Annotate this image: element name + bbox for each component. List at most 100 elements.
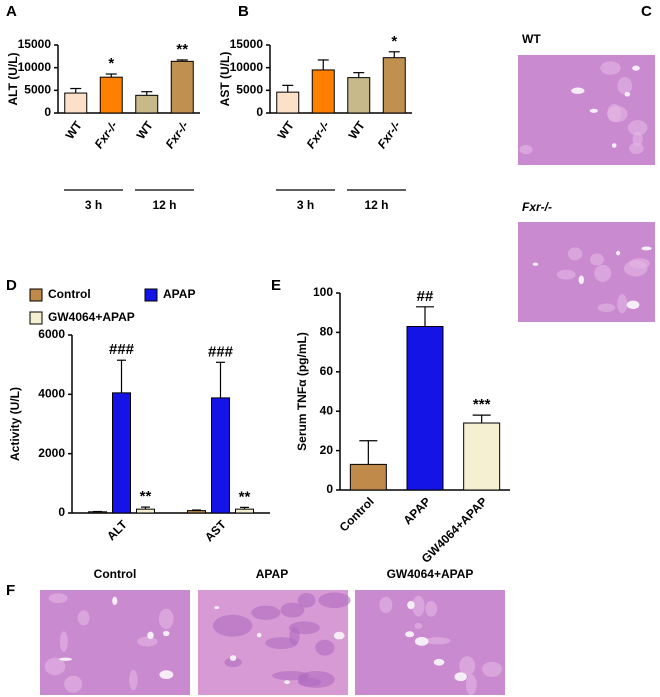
vessel <box>624 91 631 97</box>
panel-letter: C <box>641 3 652 20</box>
panel-letter: A <box>6 3 17 20</box>
image-label: WT <box>522 32 541 46</box>
vessel <box>641 246 652 251</box>
x-tick-label: ALT <box>104 517 130 543</box>
group-label: 3 h <box>85 198 102 212</box>
bar <box>99 76 123 114</box>
tissue-texture <box>251 605 281 620</box>
tissue-texture <box>59 631 68 652</box>
tissue-texture <box>129 669 138 691</box>
legend-label: GW4064+APAP <box>48 310 135 324</box>
panel-letter: B <box>238 3 249 20</box>
vessel <box>229 655 237 661</box>
y-tick-label: 80 <box>320 325 334 339</box>
annotation: ** <box>176 41 188 58</box>
annotation: * <box>391 33 397 50</box>
vessel <box>616 250 621 256</box>
vessel <box>433 658 445 666</box>
vessel <box>532 262 539 266</box>
tissue-texture <box>519 144 533 155</box>
x-tick-label: Control <box>337 494 377 534</box>
vessel <box>59 657 72 661</box>
tissue-texture <box>212 614 253 637</box>
legend-swatch <box>29 288 43 302</box>
tissue-texture <box>297 592 316 608</box>
x-tick-label: WT <box>63 118 86 142</box>
bar <box>349 463 387 491</box>
vessel <box>626 300 640 310</box>
legend-label: APAP <box>163 287 195 301</box>
tissue-texture <box>414 622 423 630</box>
tissue-texture <box>318 592 351 609</box>
bar <box>187 510 206 514</box>
vessel <box>578 275 584 285</box>
tissue-texture <box>224 657 242 668</box>
image-label: APAP <box>256 567 288 581</box>
annotation: ## <box>417 288 434 305</box>
tissue-texture <box>627 120 648 136</box>
tissue-texture <box>567 247 583 261</box>
y-tick-label: 5000 <box>24 83 51 97</box>
bar <box>406 325 444 491</box>
vessel <box>414 636 429 646</box>
annotation: * <box>108 55 114 72</box>
x-tick-label: APAP <box>401 494 434 527</box>
tissue-texture <box>48 593 68 603</box>
vessel <box>632 65 640 71</box>
tissue-texture <box>556 269 576 280</box>
x-tick-label: Fxr-/- <box>92 119 121 152</box>
tissue-texture <box>298 673 308 683</box>
tissue-texture <box>289 627 300 646</box>
panel-letter: E <box>271 277 281 294</box>
legend-swatch <box>144 288 158 302</box>
tissue-texture <box>632 131 643 147</box>
tissue-texture <box>465 674 477 696</box>
tissue-texture <box>597 303 616 312</box>
vessel <box>256 632 262 638</box>
x-tick-label: WT <box>134 118 157 142</box>
legend-label: Control <box>48 287 91 301</box>
image-label: Control <box>94 567 137 581</box>
group-label: 3 h <box>297 198 314 212</box>
bar <box>347 77 371 114</box>
vessel <box>112 596 118 606</box>
vessel <box>163 630 170 637</box>
bar <box>311 69 335 114</box>
y-tick-label: 5000 <box>236 83 263 97</box>
y-tick-label: 4000 <box>38 387 65 401</box>
image-label: GW4064+APAP <box>387 567 474 581</box>
y-tick-label: 15000 <box>230 37 264 51</box>
legend-swatch <box>29 311 43 325</box>
bar <box>463 422 501 491</box>
y-tick-label: 0 <box>44 105 51 119</box>
vessel <box>611 143 617 148</box>
x-tick-label: AST <box>202 517 229 544</box>
annotation: ### <box>109 341 135 358</box>
tissue-texture <box>459 656 476 676</box>
y-axis-label: ALT (U/L) <box>6 52 20 105</box>
tissue-texture <box>158 608 174 630</box>
bar <box>170 60 194 114</box>
vessel <box>454 672 467 682</box>
bar <box>135 94 159 114</box>
tissue-texture <box>77 610 90 626</box>
tissue-texture <box>600 61 621 75</box>
y-tick-label: 60 <box>320 364 334 378</box>
group-label: 12 h <box>364 198 388 212</box>
bar <box>276 91 300 114</box>
y-tick-label: 10000 <box>18 60 52 74</box>
x-tick-label: Fxr-/- <box>163 119 192 152</box>
annotation: *** <box>473 396 491 413</box>
tissue-texture <box>315 639 335 656</box>
bar <box>382 57 406 114</box>
tissue-texture <box>629 258 651 269</box>
annotation: ** <box>239 488 251 505</box>
vessel <box>571 87 585 94</box>
group-label: 12 h <box>152 198 176 212</box>
tissue-texture <box>617 77 633 95</box>
y-tick-label: 15000 <box>18 37 52 51</box>
tissue-texture <box>617 294 628 314</box>
bar <box>64 92 88 114</box>
y-tick-label: 20 <box>320 443 334 457</box>
